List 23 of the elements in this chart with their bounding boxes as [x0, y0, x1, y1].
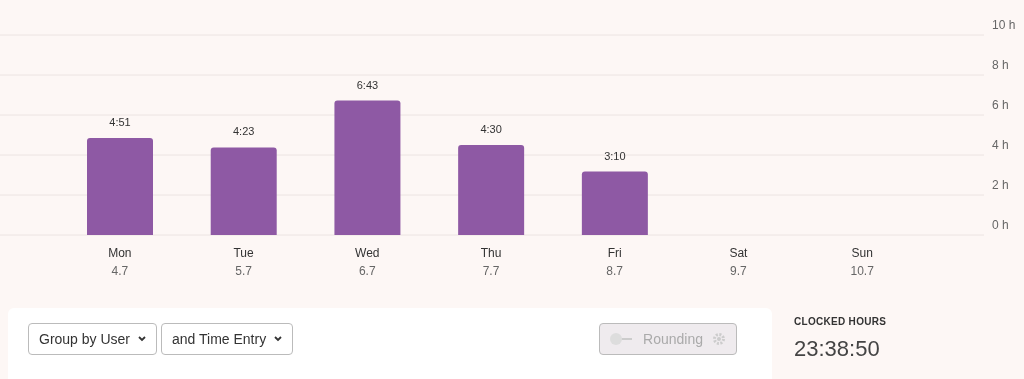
data-label: 6:43: [356, 78, 379, 91]
x-tick-label: Mon 4.7: [108, 246, 132, 278]
y-tick-label: 6 h: [992, 98, 1009, 113]
data-label: 3:10: [604, 149, 626, 162]
data-label: 4:30: [480, 123, 502, 135]
x-tick-label: Fri 8.7: [606, 246, 624, 278]
data-label: 4:23: [233, 125, 255, 138]
text: CLOCKED HOURS: [794, 316, 887, 327]
y-tick-label: 0 h: [992, 218, 1009, 233]
x-tick-label: Tue 5.7: [233, 246, 255, 278]
y-tick-label: 8 h: [992, 58, 1009, 73]
data-label: 4:51: [109, 116, 131, 128]
x-tick-label: Thu 7.7: [480, 246, 502, 278]
x-tick-label: Wed 6.7: [355, 246, 380, 278]
text: Group by User: [28, 323, 158, 355]
text: Rounding: [643, 331, 703, 347]
text: and Time Entry: [161, 323, 294, 355]
y-tick-label: 2 h: [992, 178, 1009, 193]
text: 23:38:50: [794, 336, 880, 362]
y-tick-label: 10 h: [992, 18, 1016, 33]
x-tick-label: Sun 10.7: [850, 246, 875, 278]
y-tick-label: 4 h: [992, 138, 1009, 153]
x-tick-label: Sat 9.7: [729, 246, 749, 278]
